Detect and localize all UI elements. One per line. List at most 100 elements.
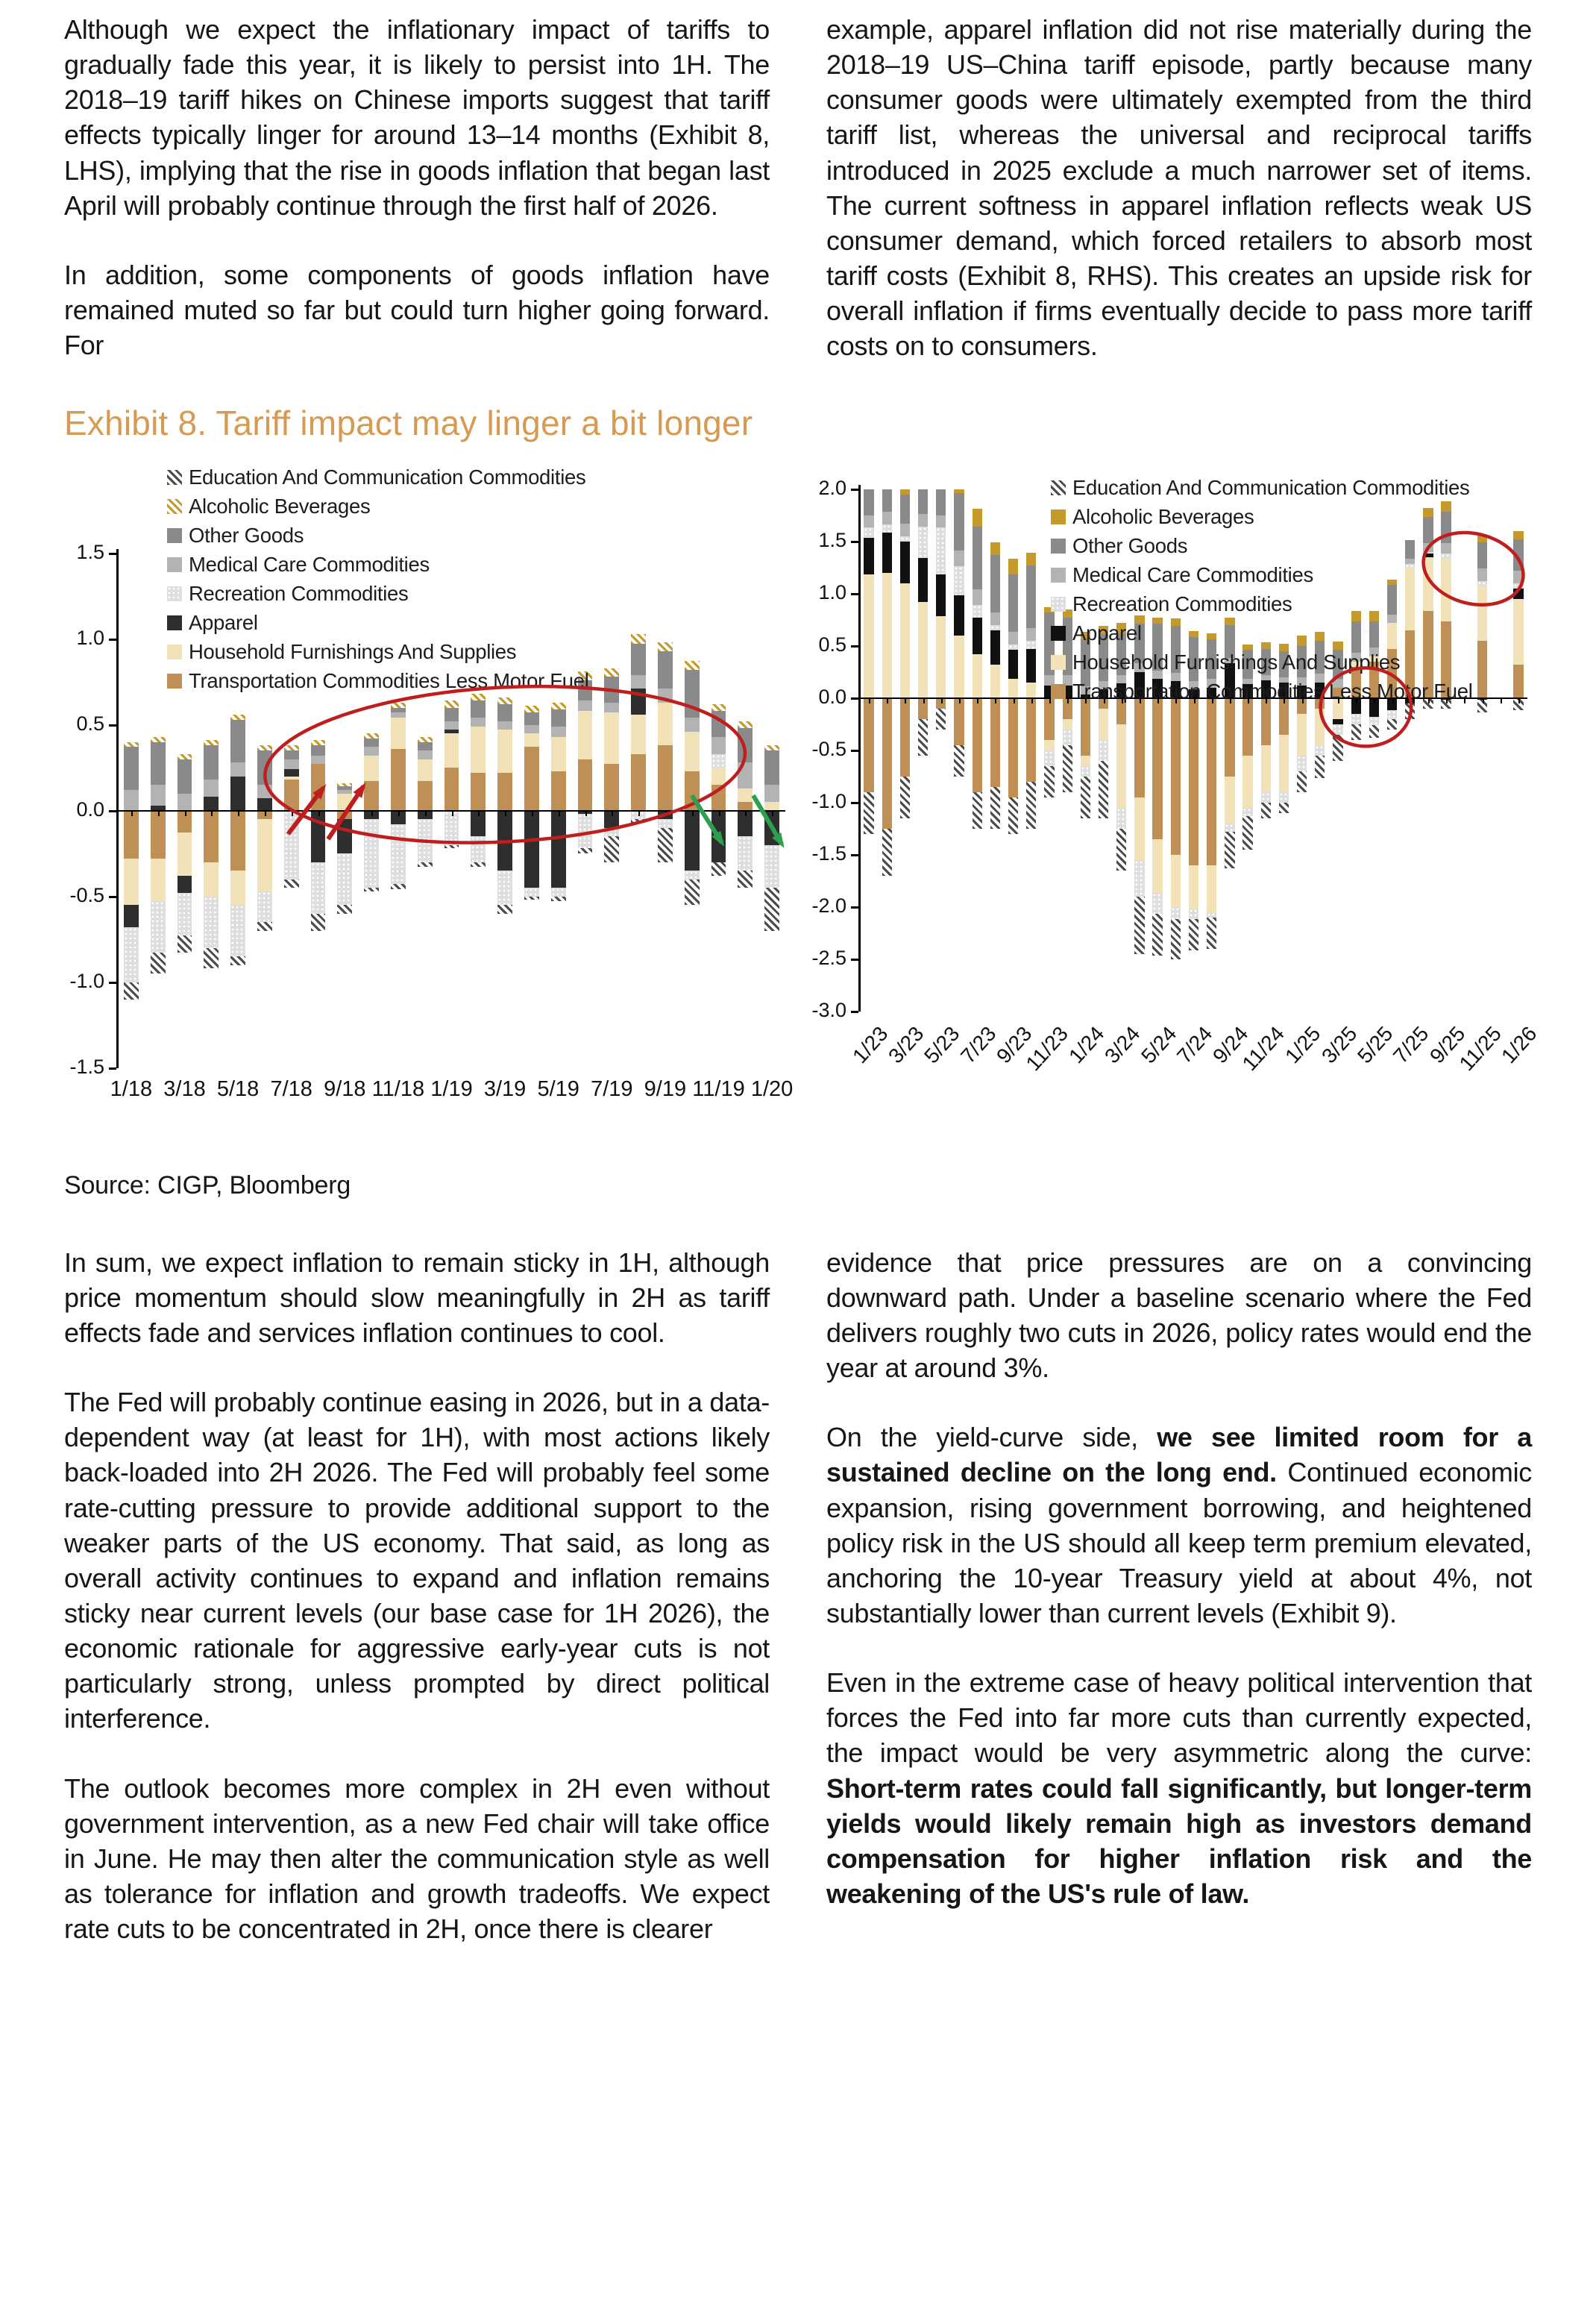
- bar-segment: [1134, 615, 1145, 624]
- bar-segment: [1351, 653, 1361, 662]
- text-run: Even in the extreme case of heavy politi…: [826, 1667, 1532, 1769]
- bar-segment: [364, 755, 379, 782]
- legend-label: Medical Care Commodities: [1072, 562, 1313, 586]
- y-tick: [851, 645, 858, 648]
- bar-segment: [1225, 697, 1235, 777]
- bar-segment: [631, 644, 646, 675]
- bar-segment: [990, 612, 1001, 625]
- bar-segment: [177, 935, 192, 953]
- bar-segment: [658, 642, 673, 651]
- bar-segment: [177, 833, 192, 876]
- bar-segment: [936, 527, 946, 575]
- bar-segment: [899, 776, 911, 818]
- x-tick: [157, 811, 160, 816]
- bar-segment: [1026, 697, 1037, 782]
- bar-segment: [471, 718, 486, 727]
- bar-segment: [444, 721, 459, 730]
- bar-segment: [1296, 755, 1307, 771]
- y-axis-line: [858, 484, 861, 1012]
- bar-segment: [391, 748, 406, 811]
- bar-segment: [204, 745, 219, 780]
- top-left-column: Although we expect the inflationary impa…: [64, 12, 770, 364]
- x-tick-label: 11/19: [692, 1076, 745, 1101]
- x-tick-label: 3/19: [483, 1076, 527, 1101]
- bar-segment: [936, 515, 946, 528]
- bar-segment: [918, 489, 929, 515]
- bar-segment: [1008, 559, 1019, 575]
- bar-segment: [864, 791, 874, 834]
- bar-segment: [1062, 697, 1072, 719]
- bar-segment: [1242, 679, 1253, 685]
- bar-segment: [1386, 622, 1398, 649]
- bar-segment: [1026, 565, 1037, 628]
- x-tick: [318, 811, 320, 816]
- bar-segment: [1513, 664, 1524, 698]
- x-tick-label: 9/18: [324, 1076, 366, 1101]
- x-tick-label: 3/25: [1316, 1021, 1362, 1067]
- bar-segment: [1296, 645, 1307, 677]
- chart-lhs-legend: Education And Communication Commodities A…: [167, 465, 589, 698]
- text-run: On the yield-curve side,: [826, 1422, 1157, 1453]
- x-tick: [1121, 698, 1123, 703]
- y-tick-label: 0.0: [76, 797, 104, 821]
- bar-segment: [204, 810, 219, 862]
- bar-segment: [1296, 677, 1307, 686]
- bar-segment: [1242, 807, 1253, 816]
- bar-segment: [391, 718, 406, 749]
- bar-segment: [417, 750, 433, 759]
- bar-segment: [257, 891, 272, 923]
- x-tick-label: 11/23: [1021, 1021, 1073, 1075]
- x-tick: [1464, 698, 1466, 703]
- bar-segment: [764, 745, 779, 751]
- bar-segment: [257, 745, 272, 751]
- bar-segment: [864, 515, 874, 528]
- bar-segment: [364, 738, 379, 747]
- x-tick: [424, 811, 427, 816]
- text-run: In addition, some components of goods in…: [64, 259, 770, 361]
- bar-segment: [1170, 681, 1181, 698]
- bar-segment: [882, 697, 892, 829]
- bar-segment: [230, 714, 245, 720]
- bar-segment: [1386, 710, 1398, 719]
- y-tick: [109, 895, 116, 898]
- x-tick: [291, 811, 293, 816]
- bar-segment: [1278, 697, 1289, 735]
- x-tick: [638, 811, 641, 816]
- bar-segment: [1008, 697, 1019, 797]
- bar-segment: [1098, 708, 1109, 740]
- y-tick-label: 0.5: [76, 712, 104, 735]
- bold-text-run: we see limited room for a sustained decl…: [826, 1422, 1533, 1488]
- bar-segment: [1134, 663, 1145, 672]
- bar-segment: [1315, 640, 1325, 674]
- bar-segment: [150, 736, 166, 742]
- bar-segment: [711, 736, 726, 754]
- paragraph: In addition, some components of goods in…: [64, 257, 770, 363]
- bar-segment: [1405, 559, 1416, 565]
- bar-segment: [631, 674, 646, 689]
- legend-item: Medical Care Commodities: [167, 553, 589, 577]
- bar-segment: [918, 514, 929, 527]
- legend-label: Recreation Commodities: [189, 581, 409, 605]
- bar-segment: [899, 489, 911, 495]
- legend-item: Household Furnishings And Supplies: [167, 640, 589, 664]
- y-tick: [851, 801, 858, 804]
- bar-segment: [471, 700, 486, 718]
- legend-label: Household Furnishings And Supplies: [189, 639, 517, 663]
- bar-segment: [1477, 700, 1488, 713]
- x-tick: [264, 811, 266, 816]
- bar-segment: [550, 709, 566, 727]
- bar-segment: [524, 810, 539, 888]
- bar-segment: [257, 922, 272, 931]
- legend-label: Education And Communication Commodities: [1072, 475, 1470, 499]
- x-tick: [1284, 698, 1286, 703]
- bar-segment: [497, 721, 512, 730]
- bar-segment: [990, 697, 1001, 787]
- x-tick: [505, 811, 507, 816]
- bar-segment: [684, 661, 700, 670]
- bar-segment: [711, 711, 726, 737]
- bar-segment: [1188, 681, 1199, 690]
- bar-segment: [972, 791, 982, 829]
- y-tick-label: 1.5: [818, 528, 846, 551]
- x-tick: [1175, 698, 1178, 703]
- bar-segment: [1080, 755, 1090, 766]
